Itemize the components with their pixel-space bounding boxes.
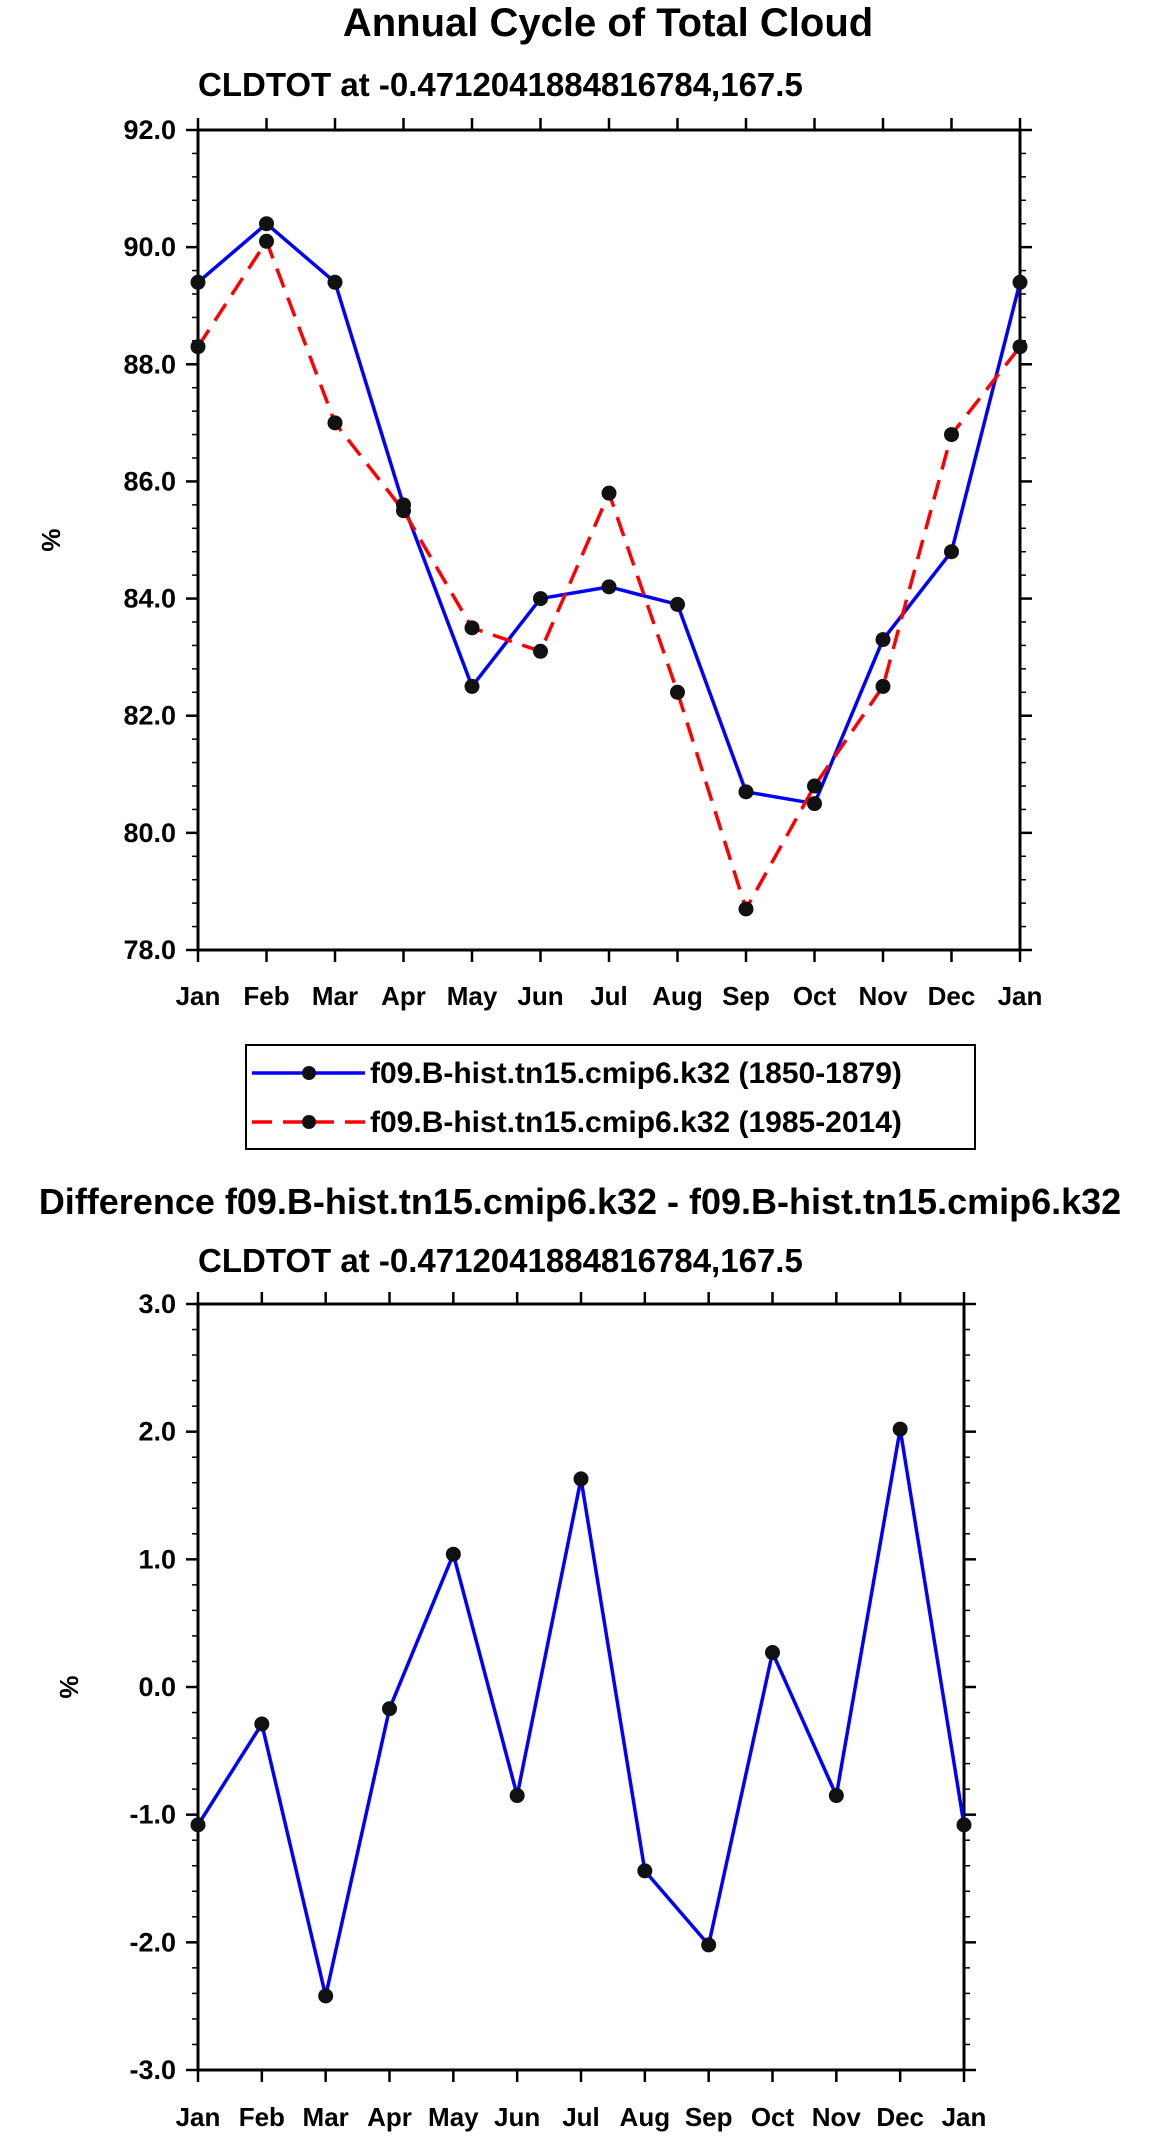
chart1-xtick-label-nov: Nov bbox=[858, 981, 908, 1011]
chart2-series-1-point bbox=[382, 1701, 397, 1717]
chart1-xtick-label-jan: Jan bbox=[176, 981, 221, 1011]
chart1-series-2-point bbox=[807, 778, 822, 794]
chart1-series-2-point bbox=[533, 643, 548, 659]
chart2-series-1-point bbox=[828, 1788, 844, 1804]
chart2-series-1-point bbox=[318, 1988, 334, 2004]
chart1-title: Annual Cycle of Total Cloud bbox=[343, 1, 873, 45]
chart1-xtick-label-aug: Aug bbox=[652, 981, 703, 1011]
legend-label-series-1: f09.B-hist.tn15.cmip6.k32 (1850-1879) bbox=[370, 1057, 902, 1090]
chart1-ytick-label: 84.0 bbox=[123, 584, 176, 614]
chart1-series-1-line bbox=[196, 221, 1022, 806]
chart2-series-1-point bbox=[956, 1817, 972, 1833]
chart2-xtick-label-apr: Apr bbox=[367, 2102, 412, 2132]
chart2-series-1-point bbox=[765, 1645, 780, 1661]
chart1-xtick-label-jan: Jan bbox=[998, 981, 1043, 1011]
chart1-series-2-point bbox=[601, 485, 617, 501]
chart2-xtick-label-mar: Mar bbox=[303, 2102, 349, 2132]
chart1-ytick-label: 88.0 bbox=[123, 349, 176, 379]
chart1-legend: f09.B-hist.tn15.cmip6.k32 (1850-1879) f0… bbox=[245, 1044, 976, 1150]
chart2-ylabel: % bbox=[54, 1675, 84, 1698]
chart1-subtitle: CLDTOT at -0.4712041884816784,167.5 bbox=[198, 66, 803, 103]
chart2-series-1-point bbox=[509, 1788, 525, 1804]
chart1-series-1-point bbox=[533, 591, 548, 607]
chart2-xtick-label-nov: Nov bbox=[812, 2102, 862, 2132]
chart2-xtick-label-jan: Jan bbox=[942, 2102, 987, 2132]
chart2-series-1-point bbox=[701, 1937, 717, 1953]
chart2-series-1-point bbox=[892, 1421, 908, 1437]
chart1-xtick-label-sep: Sep bbox=[722, 981, 770, 1011]
chart1-ytick-label: 86.0 bbox=[123, 466, 176, 496]
chart1-series-1-point bbox=[327, 274, 343, 290]
chart1-xtick-label-oct: Oct bbox=[793, 981, 837, 1011]
legend-marker-series-2 bbox=[302, 1115, 316, 1129]
chart2-ytick-label: -2.0 bbox=[129, 1927, 176, 1957]
chart2-title: Difference f09.B-hist.tn15.cmip6.k32 - f… bbox=[39, 1181, 1121, 1222]
chart1-xtick-label-apr: Apr bbox=[381, 981, 426, 1011]
chart1-xtick-label-may: May bbox=[447, 981, 498, 1011]
chart2-xtick-label-jun: Jun bbox=[494, 2102, 540, 2132]
chart1-series-1-point bbox=[1012, 274, 1028, 290]
chart1-series-2-point bbox=[327, 415, 343, 431]
chart2-series-1-line bbox=[196, 1427, 966, 1998]
chart2-ytick-label: 0.0 bbox=[138, 1672, 176, 1702]
chart2-xtick-label-may: May bbox=[428, 2102, 479, 2132]
legend-marker-series-1 bbox=[302, 1066, 316, 1080]
chart1-series-1-point bbox=[875, 632, 891, 648]
chart1-series-1-point bbox=[601, 579, 617, 595]
chart2-xtick-label-jan: Jan bbox=[176, 2102, 221, 2132]
chart1-series-2-point bbox=[396, 503, 411, 519]
chart1-series-1-point bbox=[944, 544, 959, 560]
chart1-ytick-label: 90.0 bbox=[123, 232, 176, 262]
chart1-xtick-label-dec: Dec bbox=[928, 981, 976, 1011]
chart2-series-1-point bbox=[445, 1546, 461, 1562]
chart2-xtick-label-sep: Sep bbox=[685, 2102, 733, 2132]
chart1-ylabel: % bbox=[36, 528, 66, 551]
chart1-ytick-label: 78.0 bbox=[123, 935, 176, 965]
chart1-series-2-point bbox=[464, 620, 480, 636]
chart1-xtick-label-mar: Mar bbox=[312, 981, 358, 1011]
chart2-subtitle: CLDTOT at -0.4712041884816784,167.5 bbox=[198, 1242, 803, 1279]
chart1-xtick-label-jun: Jun bbox=[517, 981, 563, 1011]
chart2-xtick-label-oct: Oct bbox=[751, 2102, 795, 2132]
chart1-series-2-point bbox=[944, 427, 959, 443]
chart2-ytick-label: 2.0 bbox=[138, 1417, 176, 1447]
chart1-series-2-point bbox=[259, 233, 274, 249]
chart2-series-1-point bbox=[254, 1716, 270, 1732]
chart2-xtick-label-aug: Aug bbox=[620, 2102, 671, 2132]
chart1-xtick-label-feb: Feb bbox=[243, 981, 289, 1011]
chart1-series-2-point bbox=[875, 678, 891, 694]
chart2-plot: -3.0 -2.0 -1.0 0.0 1.0 2.0 3.0 Jan Feb Mar Apr May J… bbox=[54, 1289, 986, 2132]
chart1-series-2-line bbox=[196, 239, 1022, 911]
chart2-xtick-label-jul: Jul bbox=[562, 2102, 600, 2132]
chart1-frame bbox=[196, 128, 1022, 952]
chart1-xtick-label-jul: Jul bbox=[590, 981, 628, 1011]
chart1-series-2-point bbox=[190, 339, 206, 355]
chart1-plot: 78.0 80.0 82.0 84.0 86.0 88.0 90.0 92.0 Jan Feb Ma… bbox=[36, 115, 1042, 1011]
chart1-series-1-point bbox=[464, 678, 480, 694]
chart1-series-2-point bbox=[738, 901, 754, 917]
chart1-ytick-label: 80.0 bbox=[123, 818, 176, 848]
chart2-ytick-label: 3.0 bbox=[138, 1289, 176, 1319]
chart1-series-1-point bbox=[670, 596, 685, 612]
chart1-series-1-point bbox=[259, 216, 274, 232]
chart2-series-1-point bbox=[637, 1863, 653, 1879]
chart1-ytick-label: 92.0 bbox=[123, 115, 176, 145]
chart1-series-1-point bbox=[738, 784, 754, 800]
chart2-xtick-label-dec: Dec bbox=[876, 2102, 924, 2132]
chart2-frame bbox=[196, 1302, 966, 2072]
legend-label-series-2: f09.B-hist.tn15.cmip6.k32 (1985-2014) bbox=[370, 1106, 902, 1139]
chart1-series-1-point bbox=[190, 274, 206, 290]
chart2-ytick-label: -3.0 bbox=[129, 2055, 176, 2085]
chart2-xtick-label-feb: Feb bbox=[239, 2102, 285, 2132]
chart2-ytick-label: 1.0 bbox=[138, 1544, 176, 1574]
chart1-series-2-point bbox=[670, 684, 685, 700]
chart1-series-1-point bbox=[807, 796, 822, 812]
chart2-series-1-point bbox=[190, 1817, 206, 1833]
chart2-ytick-label: -1.0 bbox=[129, 1800, 176, 1830]
chart1-series-2-point bbox=[1012, 339, 1028, 355]
chart1-ytick-label: 82.0 bbox=[123, 701, 176, 731]
chart2-series-1-point bbox=[573, 1471, 589, 1487]
legend-box bbox=[245, 1044, 976, 1150]
